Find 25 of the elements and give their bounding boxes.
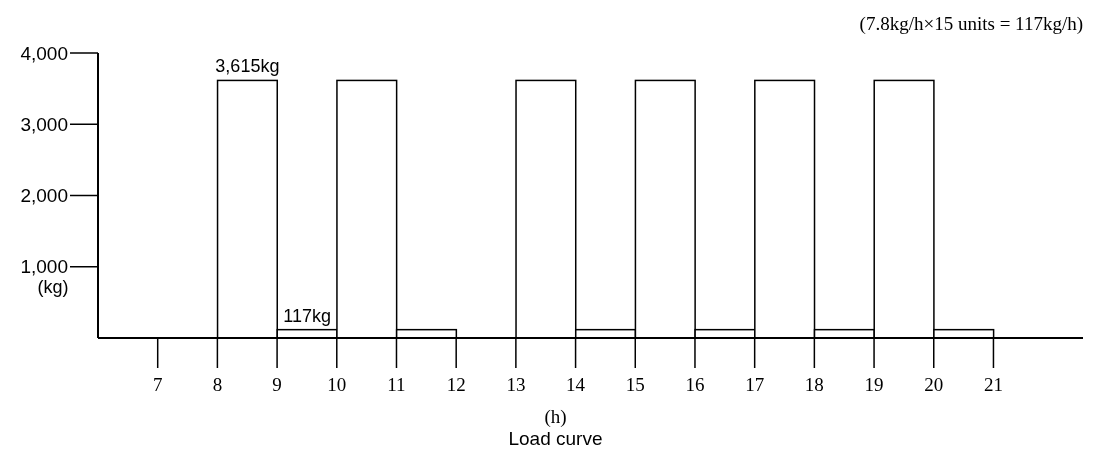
x-tick-label: 9 xyxy=(272,374,282,396)
x-tick-label: 10 xyxy=(327,374,347,396)
x-tick-label: 13 xyxy=(506,374,526,396)
x-tick-label: 14 xyxy=(566,374,586,396)
x-tick-label: 15 xyxy=(625,374,645,396)
y-tick-label: 1,000 xyxy=(20,256,68,278)
y-axis-title: (kg) xyxy=(37,277,69,297)
x-tick-label: 16 xyxy=(685,374,705,396)
data-label: 117kg xyxy=(283,305,331,326)
x-tick-label: 11 xyxy=(387,374,406,396)
x-tick-label: 17 xyxy=(745,374,765,396)
x-tick-label: 8 xyxy=(212,374,223,396)
text: (7.8kg/h×15 units = 117kg/h) xyxy=(859,13,1083,35)
x-tick-label: 7 xyxy=(152,374,163,396)
x-tick-label: 19 xyxy=(864,374,884,396)
text: Load curve xyxy=(507,428,604,450)
x-tick-label: 20 xyxy=(924,374,944,396)
y-tick-label: 4,000 xyxy=(20,42,68,64)
y-tick-label: 3,000 xyxy=(20,114,68,135)
x-tick-label: 21 xyxy=(983,374,1003,396)
x-axis-title: (h) xyxy=(543,406,568,428)
y-tick-label: 2,000 xyxy=(20,185,68,207)
x-tick-label: 18 xyxy=(804,374,824,396)
data-label: 3,615kg xyxy=(215,56,280,77)
x-tick-label: 12 xyxy=(446,374,466,396)
